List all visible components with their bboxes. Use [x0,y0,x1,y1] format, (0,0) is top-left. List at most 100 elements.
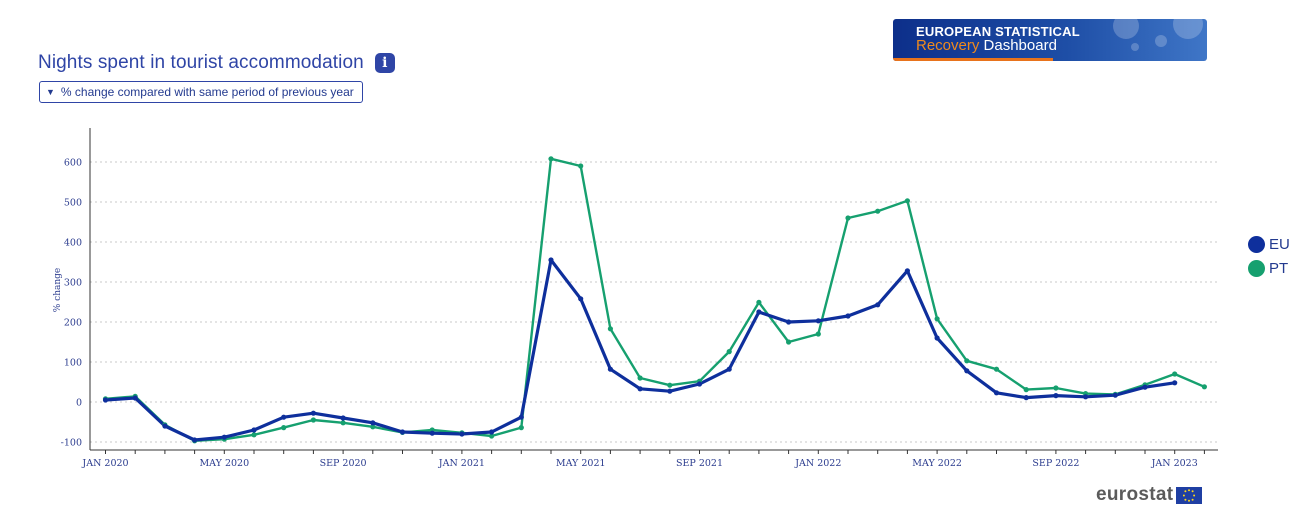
data-point-eu[interactable] [667,388,673,394]
y-tick-label: -100 [61,438,82,449]
data-point-eu[interactable] [756,309,762,315]
data-point-pt[interactable] [340,420,346,426]
data-point-eu[interactable] [370,420,376,426]
data-point-eu[interactable] [964,368,970,374]
virus-decoration-icon [1113,19,1139,39]
data-point-pt[interactable] [370,424,376,430]
eurostat-logo[interactable]: eurostat [1096,484,1203,506]
x-tick-label: MAY 2021 [556,458,606,469]
data-point-eu[interactable] [251,427,257,433]
x-tick-label: SEP 2020 [320,458,367,469]
data-point-eu[interactable] [310,410,316,416]
data-point-eu[interactable] [192,437,198,443]
data-point-pt[interactable] [726,349,732,355]
axes: -100 0 100 200 300 400 500 600 % change JAN 2020 M… [53,128,1218,469]
data-point-pt[interactable] [756,299,762,305]
data-point-eu[interactable] [518,414,524,420]
eurostat-wordmark: eurostat [1096,484,1174,505]
data-point-eu[interactable] [1083,394,1089,400]
data-point-eu[interactable] [696,381,703,387]
legend-label-eu: EU [1269,235,1290,253]
data-point-pt[interactable] [637,375,643,381]
y-tick-label: 100 [64,358,82,369]
data-point-eu[interactable] [548,257,554,263]
series-line-eu [103,258,1177,442]
x-tick-label: SEP 2022 [1032,458,1079,469]
x-tick-label: MAY 2020 [199,458,249,469]
virus-decoration-icon [1173,19,1203,39]
data-point-eu[interactable] [399,429,406,435]
data-point-pt[interactable] [667,382,673,388]
data-point-eu[interactable] [429,430,435,436]
x-tick-label: JAN 2022 [794,458,841,469]
y-tick-label: 600 [64,158,82,169]
data-point-pt[interactable] [1023,387,1029,393]
data-point-pt[interactable] [310,417,316,423]
data-point-eu[interactable] [1112,392,1118,398]
grid-lines [90,161,1218,443]
measure-dropdown[interactable]: ▼ % change compared with same period of … [39,81,363,103]
data-point-eu[interactable] [786,319,792,325]
data-point-eu[interactable] [102,397,109,403]
data-point-eu[interactable] [637,386,643,392]
data-point-pt[interactable] [281,425,287,431]
x-tick-label: SEP 2021 [676,458,723,469]
data-point-pt[interactable] [786,339,792,345]
data-point-eu[interactable] [162,423,168,429]
data-point-eu[interactable] [459,431,465,437]
data-point-eu[interactable] [934,335,940,341]
data-point-eu[interactable] [221,434,227,440]
series-points [102,156,1207,444]
data-point-eu[interactable] [281,414,287,420]
banner-accent-bar [893,58,1053,61]
data-point-pt[interactable] [548,156,554,162]
y-tick-label: 500 [64,198,82,209]
y-tick-label: 200 [64,318,82,329]
data-point-eu[interactable] [489,429,495,435]
data-point-pt[interactable] [815,331,821,337]
data-point-eu[interactable] [993,390,1000,396]
legend-item-eu[interactable]: EU [1248,233,1290,255]
info-icon[interactable]: i [374,53,395,73]
y-axis-label: % change [53,268,63,313]
data-point-eu[interactable] [1023,395,1029,401]
data-point-eu[interactable] [132,395,138,401]
data-point-eu[interactable] [1053,393,1059,399]
data-point-pt[interactable] [993,366,1000,372]
banner-title-line1: EUROPEAN STATISTICAL [916,24,1080,39]
data-point-eu[interactable] [1142,384,1148,390]
data-point-pt[interactable] [607,326,614,332]
data-point-eu[interactable] [726,366,732,372]
data-point-pt[interactable] [1172,371,1178,377]
data-point-pt[interactable] [934,316,940,322]
data-point-pt[interactable] [578,163,584,169]
legend-item-pt[interactable]: PT [1248,257,1290,279]
data-point-eu[interactable] [578,296,584,302]
x-tick-label: JAN 2023 [1151,458,1198,469]
data-point-pt[interactable] [964,358,970,364]
data-point-pt[interactable] [904,198,911,204]
data-point-pt[interactable] [251,432,257,438]
series-line-pt [104,157,1206,442]
data-point-pt[interactable] [875,208,881,214]
data-point-eu[interactable] [845,313,851,319]
x-tick-label: JAN 2021 [438,458,485,469]
chart-header: Nights spent in tourist accommodation i [38,52,395,74]
data-point-pt[interactable] [518,425,524,431]
data-point-pt[interactable] [845,215,851,221]
data-point-pt[interactable] [1201,384,1207,390]
data-point-eu[interactable] [607,366,614,372]
data-point-eu[interactable] [1172,380,1178,386]
data-point-eu[interactable] [815,318,821,324]
data-point-pt[interactable] [1053,385,1059,391]
legend: EU PT [1248,233,1290,281]
data-point-eu[interactable] [875,302,881,308]
x-tick-label: JAN 2020 [81,458,128,469]
virus-decoration-icon [1131,43,1139,51]
y-tick-label: 400 [64,238,82,249]
data-point-pt[interactable] [489,433,495,439]
recovery-dashboard-banner[interactable]: EUROPEAN STATISTICAL Recovery Dashboard [893,19,1207,61]
data-point-eu[interactable] [904,268,911,274]
eu-flag-icon [1176,486,1203,504]
data-point-eu[interactable] [340,415,346,421]
